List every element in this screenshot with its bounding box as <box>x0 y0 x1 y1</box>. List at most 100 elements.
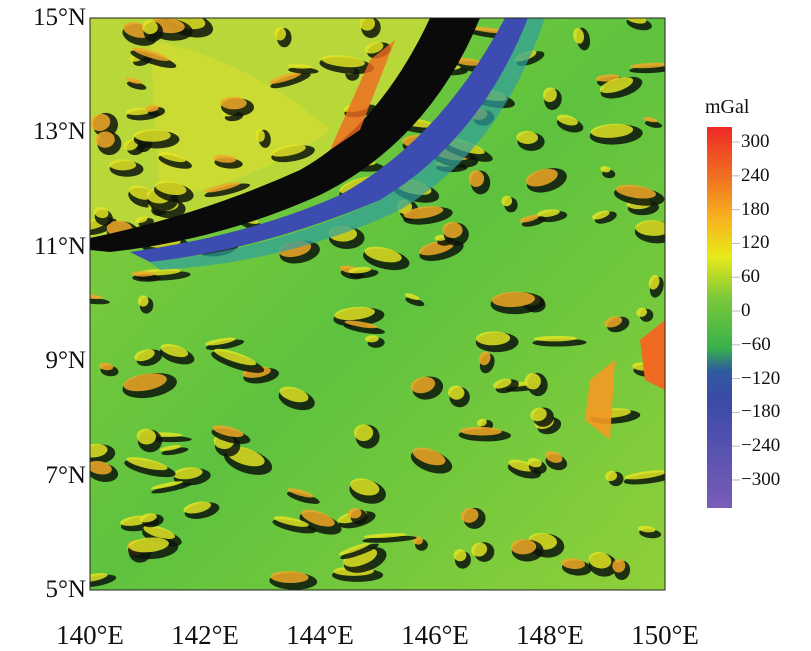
lon-label: 146°E <box>401 620 469 650</box>
relief-highlight <box>301 509 335 527</box>
relief-highlight <box>600 166 611 173</box>
relief-highlight <box>468 170 485 187</box>
relief-highlight <box>160 343 189 358</box>
relief-highlight <box>143 525 176 540</box>
relief-highlight <box>491 291 536 308</box>
colorbar-label: −240 <box>741 435 781 457</box>
lat-label: 7°N <box>45 461 86 489</box>
relief-highlight <box>612 558 626 573</box>
relief-highlight <box>643 117 658 123</box>
lon-label: 150°E <box>631 620 699 650</box>
relief-highlight <box>365 335 379 343</box>
colorbar-label: −120 <box>741 367 781 389</box>
relief-highlight <box>605 470 618 482</box>
relief-highlight <box>648 274 660 290</box>
relief-highlight <box>363 533 407 539</box>
relief-shadow <box>521 216 547 227</box>
relief-highlight <box>629 62 665 69</box>
relief-highlight <box>510 539 537 555</box>
lat-label: 13°N <box>32 118 86 146</box>
lat-label: 5°N <box>45 576 86 603</box>
relief-highlight <box>442 221 463 239</box>
relief-highlight <box>334 306 375 321</box>
relief-highlight <box>460 507 479 523</box>
relief-highlight <box>142 20 158 35</box>
lat-label: 15°N <box>32 4 86 31</box>
relief-highlight <box>123 373 167 392</box>
relief-highlight <box>134 349 155 362</box>
relief-highlight <box>128 537 169 553</box>
colorbar-unit: mGal <box>705 96 750 118</box>
colorbar-label: −300 <box>741 469 781 490</box>
relief-highlight <box>364 246 402 263</box>
relief-shadow <box>90 574 117 588</box>
relief-shadow <box>126 81 147 90</box>
relief-highlight <box>626 18 647 24</box>
relief-highlight <box>137 295 149 307</box>
relief-highlight <box>212 425 244 438</box>
colorbar-label: −60 <box>741 333 771 355</box>
relief-highlight <box>172 467 203 480</box>
relief-highlight <box>90 460 112 475</box>
relief-highlight <box>508 459 535 472</box>
relief-shadow <box>161 447 189 456</box>
relief-highlight <box>530 407 547 422</box>
relief-highlight <box>615 184 656 199</box>
relief-highlight <box>205 337 236 346</box>
relief-highlight <box>159 151 186 163</box>
relief-highlight <box>348 266 372 274</box>
lon-label: 140°E <box>56 620 124 650</box>
relief-highlight <box>139 513 157 523</box>
relief-highlight <box>543 87 557 103</box>
lon-label: 144°E <box>286 620 354 650</box>
relief-highlight <box>344 320 378 329</box>
relief-highlight <box>476 418 487 427</box>
relief-highlight <box>359 18 376 31</box>
relief-highlight <box>95 131 115 148</box>
relief-highlight <box>353 424 374 442</box>
relief-highlight <box>604 316 623 328</box>
relief-highlight <box>126 457 168 471</box>
map-frame <box>89 17 666 591</box>
relief-highlight <box>274 26 286 41</box>
relief-highlight <box>624 470 665 480</box>
lat-label: 11°N <box>33 232 86 260</box>
relief-highlight <box>90 573 108 583</box>
relief-highlight <box>636 307 648 317</box>
relief-highlight <box>573 27 584 44</box>
relief-highlight <box>270 144 306 157</box>
relief-shadow <box>286 491 320 504</box>
relief-highlight <box>412 447 446 466</box>
relief-highlight <box>556 114 578 126</box>
relief-highlight <box>94 206 109 219</box>
relief-highlight <box>159 445 182 451</box>
relief-highlight <box>590 123 634 138</box>
lon-label: 142°E <box>171 620 239 650</box>
relief-highlight <box>154 180 187 196</box>
relief-highlight <box>561 558 586 569</box>
relief-highlight <box>273 516 309 527</box>
relief-highlight <box>270 571 309 584</box>
colorbar <box>707 127 732 508</box>
relief-highlight <box>135 216 148 223</box>
relief-highlight <box>287 64 312 69</box>
relief-highlight <box>348 507 362 519</box>
relief-highlight <box>501 195 513 207</box>
relief-highlight <box>479 351 491 366</box>
relief-highlight <box>404 293 420 301</box>
relief-shadow <box>270 72 311 89</box>
relief-shadow <box>204 183 251 198</box>
relief-highlight <box>150 481 184 490</box>
relief-highlight <box>516 130 539 144</box>
relief-highlight <box>475 331 511 346</box>
colorbar-label: 0 <box>741 300 751 321</box>
relief-highlight <box>599 77 634 94</box>
relief-highlight <box>134 129 171 142</box>
relief-shadow <box>151 483 192 494</box>
relief-highlight <box>459 426 502 436</box>
colorbar-label: 60 <box>741 266 760 288</box>
relief-highlight <box>410 376 436 394</box>
relief-shadow <box>623 472 665 485</box>
relief-highlight <box>109 159 137 171</box>
relief-shadow <box>644 120 663 128</box>
